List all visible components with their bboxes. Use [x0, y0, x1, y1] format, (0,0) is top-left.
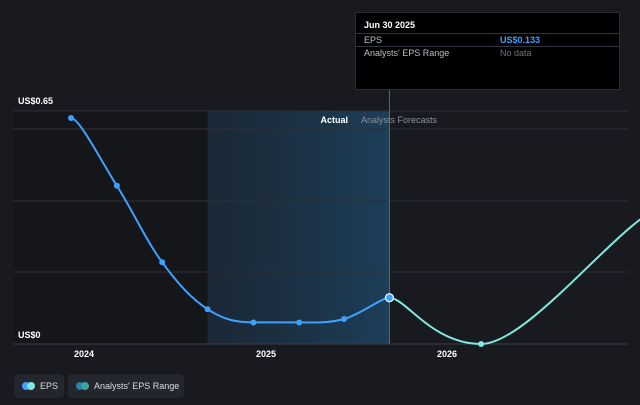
- legend-dot: [81, 382, 89, 390]
- tooltip-eps-label: EPS: [364, 35, 383, 45]
- forecast-region-label: Analysts Forecasts: [361, 115, 438, 125]
- tooltip-range-label: Analysts' EPS Range: [364, 48, 450, 58]
- x-tick-label: 2024: [74, 349, 94, 359]
- tooltip-row-range: Analysts' EPS Range No data: [356, 46, 619, 60]
- y-axis-top-label: US$0.65: [18, 96, 53, 106]
- highlight-region: [207, 111, 390, 344]
- legend-eps-range-label: Analysts' EPS Range: [94, 381, 180, 391]
- data-point[interactable]: [113, 182, 120, 189]
- eps-range-legend-icon: [76, 382, 90, 390]
- y-axis-bottom-label: US$0: [18, 330, 41, 340]
- tooltip-row-eps: EPS US$0.133: [356, 33, 619, 47]
- data-point[interactable]: [478, 341, 485, 347]
- data-tooltip: Jun 30 2025 EPS US$0.133 Analysts' EPS R…: [355, 12, 620, 90]
- legend-dot: [27, 382, 35, 390]
- data-point[interactable]: [341, 315, 348, 322]
- x-tick-label: 2026: [437, 349, 457, 359]
- past-region: [13, 111, 208, 344]
- legend-dot: [22, 382, 30, 390]
- eps-line-forecast: [388, 218, 640, 345]
- data-point[interactable]: [159, 259, 166, 266]
- tooltip-eps-value: US$0.133: [500, 35, 541, 45]
- x-tick-label: 2025: [256, 349, 276, 359]
- legend-dot: [76, 382, 84, 390]
- eps-legend-icon: [22, 382, 36, 390]
- data-point[interactable]: [68, 115, 75, 121]
- data-point[interactable]: [250, 319, 257, 326]
- actual-region-label: Actual: [320, 115, 348, 125]
- tooltip-date: Jun 30 2025: [364, 20, 416, 30]
- tooltip-range-value: No data: [500, 48, 532, 58]
- legend-item-eps-range[interactable]: Analysts' EPS Range: [68, 374, 184, 398]
- data-point[interactable]: [204, 306, 211, 313]
- data-point[interactable]: [384, 293, 395, 303]
- data-point[interactable]: [296, 319, 303, 326]
- legend-item-eps[interactable]: EPS: [14, 374, 64, 398]
- legend-eps-label: EPS: [40, 381, 59, 391]
